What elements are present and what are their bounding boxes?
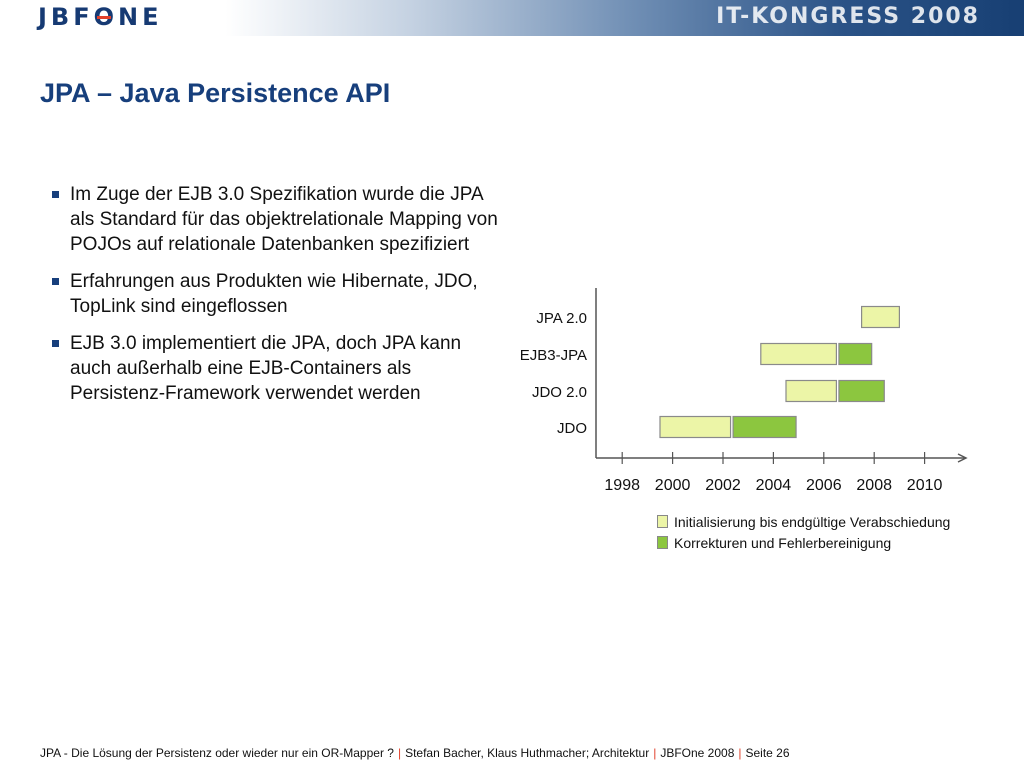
chart-legend: Initialisierung bis endgültige Verabschi… xyxy=(657,511,950,553)
bar-initialisierung xyxy=(760,342,837,366)
x-tick-label: 2002 xyxy=(705,477,741,494)
legend-item: Korrekturen und Fehlerbereinigung xyxy=(657,532,950,553)
event-title: IT-KONGRESS 2008 xyxy=(716,4,980,29)
legend-swatch-korrekturen xyxy=(657,536,668,549)
bullet-list: Im Zuge der EJB 3.0 Spezifikation wurde … xyxy=(50,182,500,418)
header-bar: JBF O NE IT-KONGRESS 2008 xyxy=(0,0,1024,36)
bullet-item: EJB 3.0 implementiert die JPA, doch JPA … xyxy=(50,331,500,406)
footer-event: JBFOne 2008 xyxy=(660,746,735,760)
legend-swatch-initialisierung xyxy=(657,515,668,528)
footer-authors: Stefan Bacher, Klaus Huthmacher; Archite… xyxy=(405,746,650,760)
footer-topic: JPA - Die Lösung der Persistenz oder wie… xyxy=(40,746,394,760)
category-label: JDO xyxy=(557,420,587,437)
bar-korrekturen xyxy=(732,415,797,439)
legend-item: Initialisierung bis endgültige Verabschi… xyxy=(657,511,950,532)
x-tick-label: 2000 xyxy=(655,477,691,494)
x-tick-label: 1998 xyxy=(604,477,640,494)
footer-separator: | xyxy=(397,746,402,760)
footer-separator: | xyxy=(738,746,742,760)
category-label: JDO 2.0 xyxy=(532,384,587,401)
bar-initialisierung xyxy=(785,379,838,403)
x-axis-arrow xyxy=(957,453,968,463)
legend-label: Initialisierung bis endgültige Verabschi… xyxy=(674,513,951,530)
legend-label: Korrekturen und Fehlerbereinigung xyxy=(674,534,892,551)
x-tick-label: 2008 xyxy=(856,477,892,494)
footer-page-number: Seite 26 xyxy=(745,746,790,760)
footer: JPA - Die Lösung der Persistenz oder wie… xyxy=(40,746,790,760)
x-tick-label: 2006 xyxy=(806,477,842,494)
jbfone-logo: JBF O NE xyxy=(38,3,163,31)
bar-korrekturen xyxy=(838,342,873,366)
x-tick-label: 2010 xyxy=(907,477,943,494)
bullet-item: Erfahrungen aus Produkten wie Hibernate,… xyxy=(50,269,500,319)
bar-initialisierung xyxy=(659,415,732,439)
category-label: EJB3-JPA xyxy=(520,347,587,364)
bar-korrekturen xyxy=(838,379,885,403)
x-tick-label: 2004 xyxy=(756,477,792,494)
category-label: JPA 2.0 xyxy=(536,310,587,327)
page-title: JPA – Java Persistence API xyxy=(40,78,391,108)
bar-initialisierung xyxy=(860,305,900,329)
footer-separator: | xyxy=(653,746,657,760)
bullet-item: Im Zuge der EJB 3.0 Spezifikation wurde … xyxy=(50,182,500,257)
